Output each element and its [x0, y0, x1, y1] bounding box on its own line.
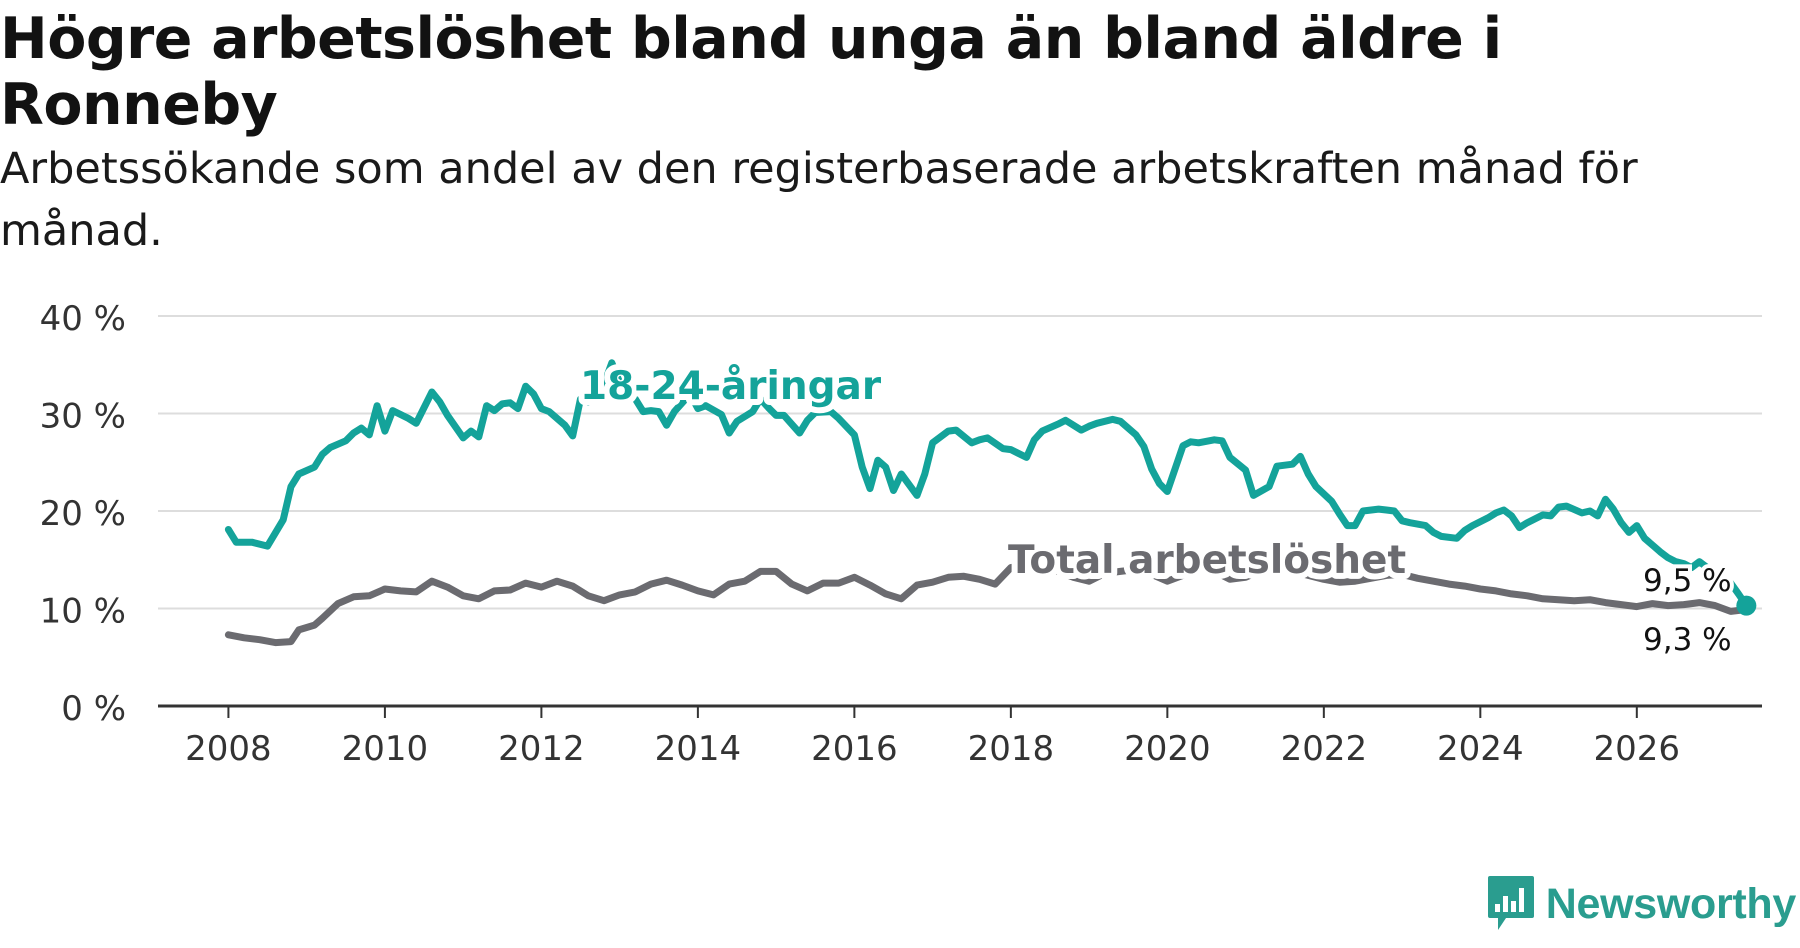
total-end-value-label: 9,3 %	[1643, 622, 1732, 658]
chart-subtitle: Arbetssökande som andel av den registerb…	[0, 144, 1638, 256]
y-tick-label: 0 %	[61, 689, 126, 729]
y-tick-label: 20 %	[40, 494, 126, 534]
youth-end-marker	[1736, 595, 1757, 616]
total-series-line	[224, 559, 1750, 647]
x-tick-label: 2016	[811, 729, 898, 769]
y-axis-ticks: 0 % 10 % 20 % 30 % 40 %	[40, 299, 126, 729]
chart-title: Högre arbetslöshet bland unga än bland ä…	[0, 6, 1502, 138]
brand-name: Newsworthy	[1545, 879, 1797, 928]
x-tick-label: 2020	[1124, 729, 1211, 769]
youth-series-label: 18-24-åringar	[580, 364, 882, 409]
youth-series-line	[224, 359, 1750, 610]
x-tick-label: 2012	[498, 729, 585, 769]
x-tick-label: 2008	[185, 729, 272, 769]
total-series-label: Total arbetslöshet	[1008, 538, 1406, 583]
x-tick-label: 2024	[1437, 729, 1524, 769]
youth-end-value-label: 9,5 %	[1643, 563, 1732, 599]
newsworthy-logo-icon	[1487, 876, 1534, 930]
series-labels: 18-24-åringar Total arbetslöshet 9,5 % 9,3 …	[574, 358, 1736, 662]
gridlines	[158, 315, 1762, 708]
y-tick-label: 30 %	[40, 397, 126, 437]
x-tick-label: 2026	[1594, 729, 1681, 769]
y-tick-label: 10 %	[40, 592, 126, 632]
x-axis-ticks: 2008 2010 2012 2014 2016 2018 2020 2022 2024 2026	[185, 706, 1680, 769]
x-tick-label: 2018	[968, 729, 1055, 769]
x-tick-label: 2022	[1281, 729, 1368, 769]
x-tick-label: 2014	[655, 729, 742, 769]
line-chart: 0 % 10 % 20 % 30 % 40 % 2008 2010 2012 2014 2016…	[40, 299, 1762, 769]
x-tick-label: 2010	[342, 729, 429, 769]
series-lines	[224, 359, 1757, 647]
newsworthy-logo: Newsworthy	[1486, 874, 1796, 934]
y-tick-label: 40 %	[40, 299, 126, 339]
